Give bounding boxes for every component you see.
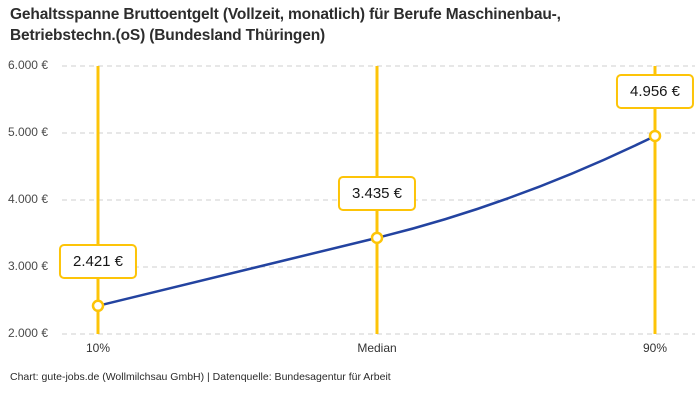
y-axis-tick-label: 5.000 € — [7, 125, 48, 139]
x-axis-label-90pct: 90% — [642, 341, 668, 355]
x-axis-label-median: Median — [357, 341, 397, 355]
chart-title-line1: Gehaltsspanne Bruttoentgelt (Vollzeit, m… — [10, 6, 561, 23]
value-label-box-90pct: 4.956 € — [615, 73, 695, 109]
y-axis-tick-label: 4.000 € — [7, 192, 48, 206]
value-label-10pct: 2.421 € — [72, 252, 124, 270]
y-axis-tick-label: 6.000 € — [7, 58, 48, 72]
value-label-box-10pct: 2.421 € — [58, 243, 138, 279]
y-axis-tick-label: 3.000 € — [7, 259, 48, 273]
value-label-box-median: 3.435 € — [337, 175, 417, 211]
data-point-marker — [370, 231, 384, 245]
value-label-90pct: 4.956 € — [629, 82, 681, 100]
y-axis-tick-label: 2.000 € — [7, 326, 48, 340]
chart-title-line2: Betriebstechn.(oS) (Bundesland Thüringen… — [10, 27, 326, 44]
value-label-median: 3.435 € — [351, 184, 403, 202]
data-point-marker — [648, 129, 662, 143]
chart-title: Gehaltsspanne Bruttoentgelt (Vollzeit, m… — [10, 4, 561, 46]
data-point-marker — [91, 299, 105, 313]
x-axis-label-10pct: 10% — [85, 341, 111, 355]
chart-source-caption: Chart: gute-jobs.de (Wollmilchsau GmbH) … — [10, 371, 391, 383]
